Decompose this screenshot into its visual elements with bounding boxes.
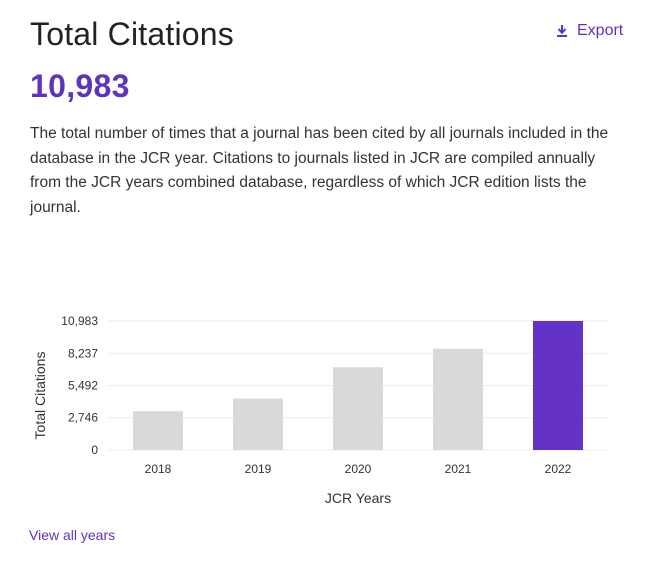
y-tick-label: 8,237 bbox=[68, 346, 98, 360]
x-tick-label: 2022 bbox=[545, 462, 572, 476]
export-label: Export bbox=[577, 22, 624, 39]
y-axis-title: Total Citations bbox=[32, 352, 48, 440]
page-title: Total Citations bbox=[30, 16, 234, 52]
bar-2019 bbox=[233, 398, 283, 450]
y-tick-label: 5,492 bbox=[68, 378, 98, 392]
bar-2018 bbox=[133, 411, 183, 450]
metric-description: The total number of times that a journal… bbox=[30, 125, 609, 216]
export-button[interactable]: Export bbox=[556, 22, 623, 40]
bar-2020 bbox=[333, 367, 383, 450]
x-tick-label: 2018 bbox=[145, 462, 172, 476]
x-tick-label: 2020 bbox=[345, 462, 372, 476]
view-all-years-link[interactable]: View all years bbox=[29, 527, 116, 543]
bar-2022 bbox=[533, 321, 583, 450]
y-tick-label: 10,983 bbox=[61, 314, 98, 328]
x-tick-label: 2019 bbox=[245, 462, 272, 476]
citations-bar-chart: 0 2,746 5,492 8,237 10,983 2018 2019 2020 2021 20… bbox=[32, 314, 608, 506]
total-citations-value: 10,983 bbox=[30, 68, 130, 104]
download-icon bbox=[556, 24, 568, 38]
y-tick-label: 2,746 bbox=[68, 411, 98, 425]
x-tick-label: 2021 bbox=[445, 462, 472, 476]
bar-2021 bbox=[433, 348, 483, 450]
x-axis-title: JCR Years bbox=[325, 490, 391, 506]
y-tick-label: 0 bbox=[91, 443, 98, 457]
